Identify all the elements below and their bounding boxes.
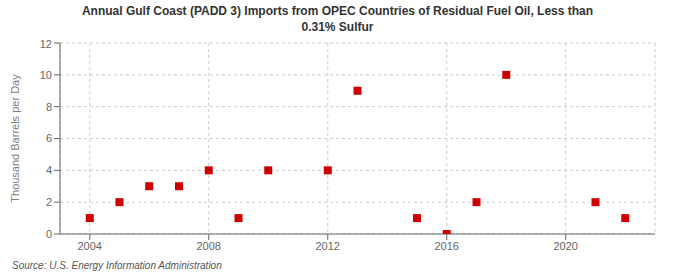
svg-text:2016: 2016: [435, 240, 459, 252]
html-text:Source: U.S. Energy Informatio: Source: U.S. Energy Information Administ…: [12, 260, 222, 271]
svg-text:2008: 2008: [197, 240, 221, 252]
svg-text:2020: 2020: [554, 240, 578, 252]
html-text:0.31% Sulfur: 0.31% Sulfur: [301, 20, 374, 34]
svg-text:Thousand Barrels per Day: Thousand Barrels per Day: [9, 74, 21, 203]
svg-text:0: 0: [46, 228, 52, 240]
svg-text:10: 10: [40, 69, 52, 81]
svg-text:2: 2: [46, 196, 52, 208]
svg-text:2004: 2004: [78, 240, 102, 252]
html-text:Annual Gulf Coast (PADD 3) Imp: Annual Gulf Coast (PADD 3) Imports from …: [81, 4, 594, 18]
svg-text:8: 8: [46, 101, 52, 113]
svg-text:12: 12: [40, 38, 52, 50]
svg-text:4: 4: [46, 164, 52, 176]
svg-text:2012: 2012: [316, 240, 340, 252]
svg-text:6: 6: [46, 132, 52, 144]
